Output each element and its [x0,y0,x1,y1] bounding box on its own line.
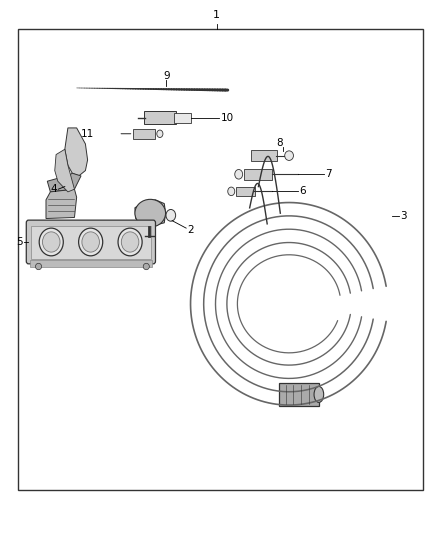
Ellipse shape [314,386,324,402]
FancyBboxPatch shape [144,111,176,124]
Ellipse shape [82,232,99,252]
Ellipse shape [143,263,149,270]
Ellipse shape [35,263,42,270]
FancyBboxPatch shape [244,169,272,180]
Ellipse shape [157,130,163,138]
Ellipse shape [39,228,63,256]
Text: 4: 4 [50,184,57,194]
FancyBboxPatch shape [31,226,151,259]
Ellipse shape [42,232,60,252]
Text: 3: 3 [400,211,406,221]
Ellipse shape [121,232,139,252]
Polygon shape [47,173,81,192]
Polygon shape [135,200,166,225]
Ellipse shape [235,169,243,179]
Ellipse shape [118,228,142,256]
Ellipse shape [166,209,176,221]
Ellipse shape [228,187,235,196]
Ellipse shape [78,228,102,256]
FancyBboxPatch shape [133,129,155,139]
FancyBboxPatch shape [30,260,152,267]
FancyBboxPatch shape [174,113,191,123]
Polygon shape [55,149,74,192]
Text: 11: 11 [81,129,94,139]
Text: 7: 7 [325,169,332,179]
Ellipse shape [135,199,166,227]
Text: 8: 8 [276,138,283,148]
Text: 1: 1 [213,10,220,20]
Text: 5: 5 [16,237,23,247]
Bar [18,29,423,490]
Ellipse shape [285,151,293,160]
FancyBboxPatch shape [279,383,319,406]
FancyBboxPatch shape [26,220,155,264]
Text: 9: 9 [163,71,170,80]
Text: 2: 2 [187,225,194,235]
Polygon shape [46,189,77,219]
Polygon shape [65,128,88,176]
FancyBboxPatch shape [236,187,255,196]
Text: 6: 6 [299,187,306,196]
Text: 10: 10 [221,113,234,123]
FancyBboxPatch shape [251,150,277,161]
